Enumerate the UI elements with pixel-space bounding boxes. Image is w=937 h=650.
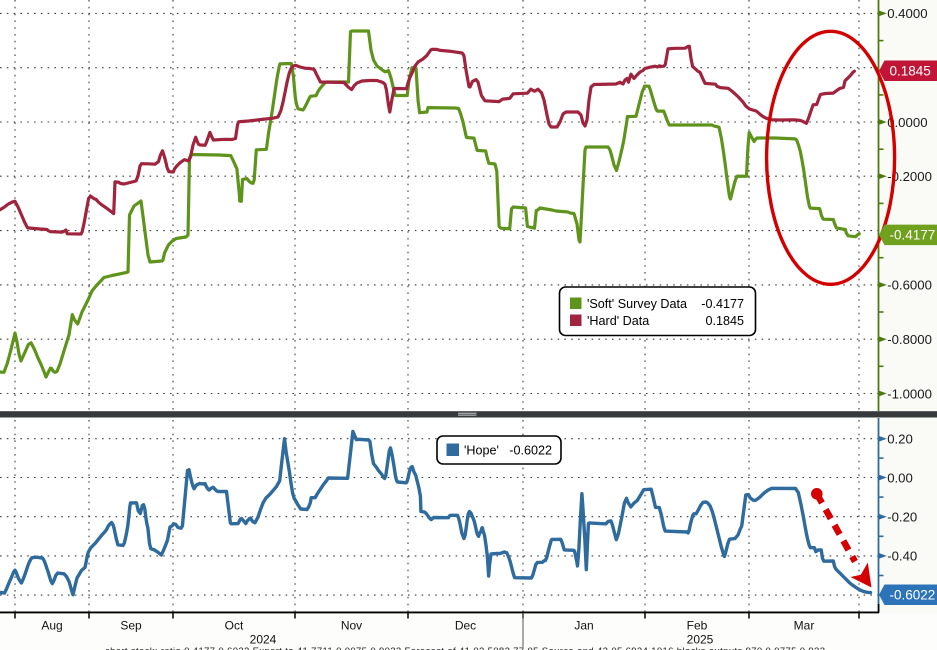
svg-text:'Hard' Data: 'Hard' Data — [587, 314, 649, 328]
svg-text:Feb: Feb — [687, 619, 708, 633]
svg-text:0.20: 0.20 — [887, 432, 913, 447]
svg-text:'Hope': 'Hope' — [464, 444, 499, 458]
svg-text:-0.2000: -0.2000 — [887, 169, 932, 184]
svg-text:-1.0000: -1.0000 — [887, 386, 932, 401]
svg-text:0.0000: 0.0000 — [887, 115, 927, 130]
svg-text:'Soft' Survey Data: 'Soft' Survey Data — [587, 297, 687, 311]
svg-text:2024: 2024 — [250, 633, 277, 647]
svg-text:Dec: Dec — [455, 619, 476, 633]
svg-text:-0.8000: -0.8000 — [887, 332, 932, 347]
svg-text:Nov: Nov — [341, 619, 362, 633]
svg-text:0.1845: 0.1845 — [705, 314, 744, 328]
svg-text:0.00: 0.00 — [887, 470, 913, 485]
svg-text:Mar: Mar — [794, 619, 815, 633]
svg-text:-0.4177: -0.4177 — [890, 228, 936, 243]
svg-text:-0.20: -0.20 — [887, 510, 917, 525]
svg-text:chart stack: ratio 0.4177 0.60: chart stack: ratio 0.4177 0.6022 Export … — [105, 646, 825, 650]
svg-text:-0.6000: -0.6000 — [887, 278, 932, 293]
svg-text:Sep: Sep — [120, 619, 142, 633]
svg-text:-0.6022: -0.6022 — [890, 588, 936, 603]
svg-text:Jan: Jan — [574, 619, 593, 633]
svg-text:-0.4177: -0.4177 — [701, 297, 744, 311]
svg-text:2025: 2025 — [687, 633, 714, 647]
svg-text:Aug: Aug — [41, 619, 62, 633]
svg-text:-0.6022: -0.6022 — [509, 444, 552, 458]
svg-text:0.1845: 0.1845 — [890, 64, 931, 79]
svg-text:0.4000: 0.4000 — [887, 6, 927, 21]
svg-text:Oct: Oct — [225, 619, 244, 633]
svg-text:-0.40: -0.40 — [887, 549, 917, 564]
